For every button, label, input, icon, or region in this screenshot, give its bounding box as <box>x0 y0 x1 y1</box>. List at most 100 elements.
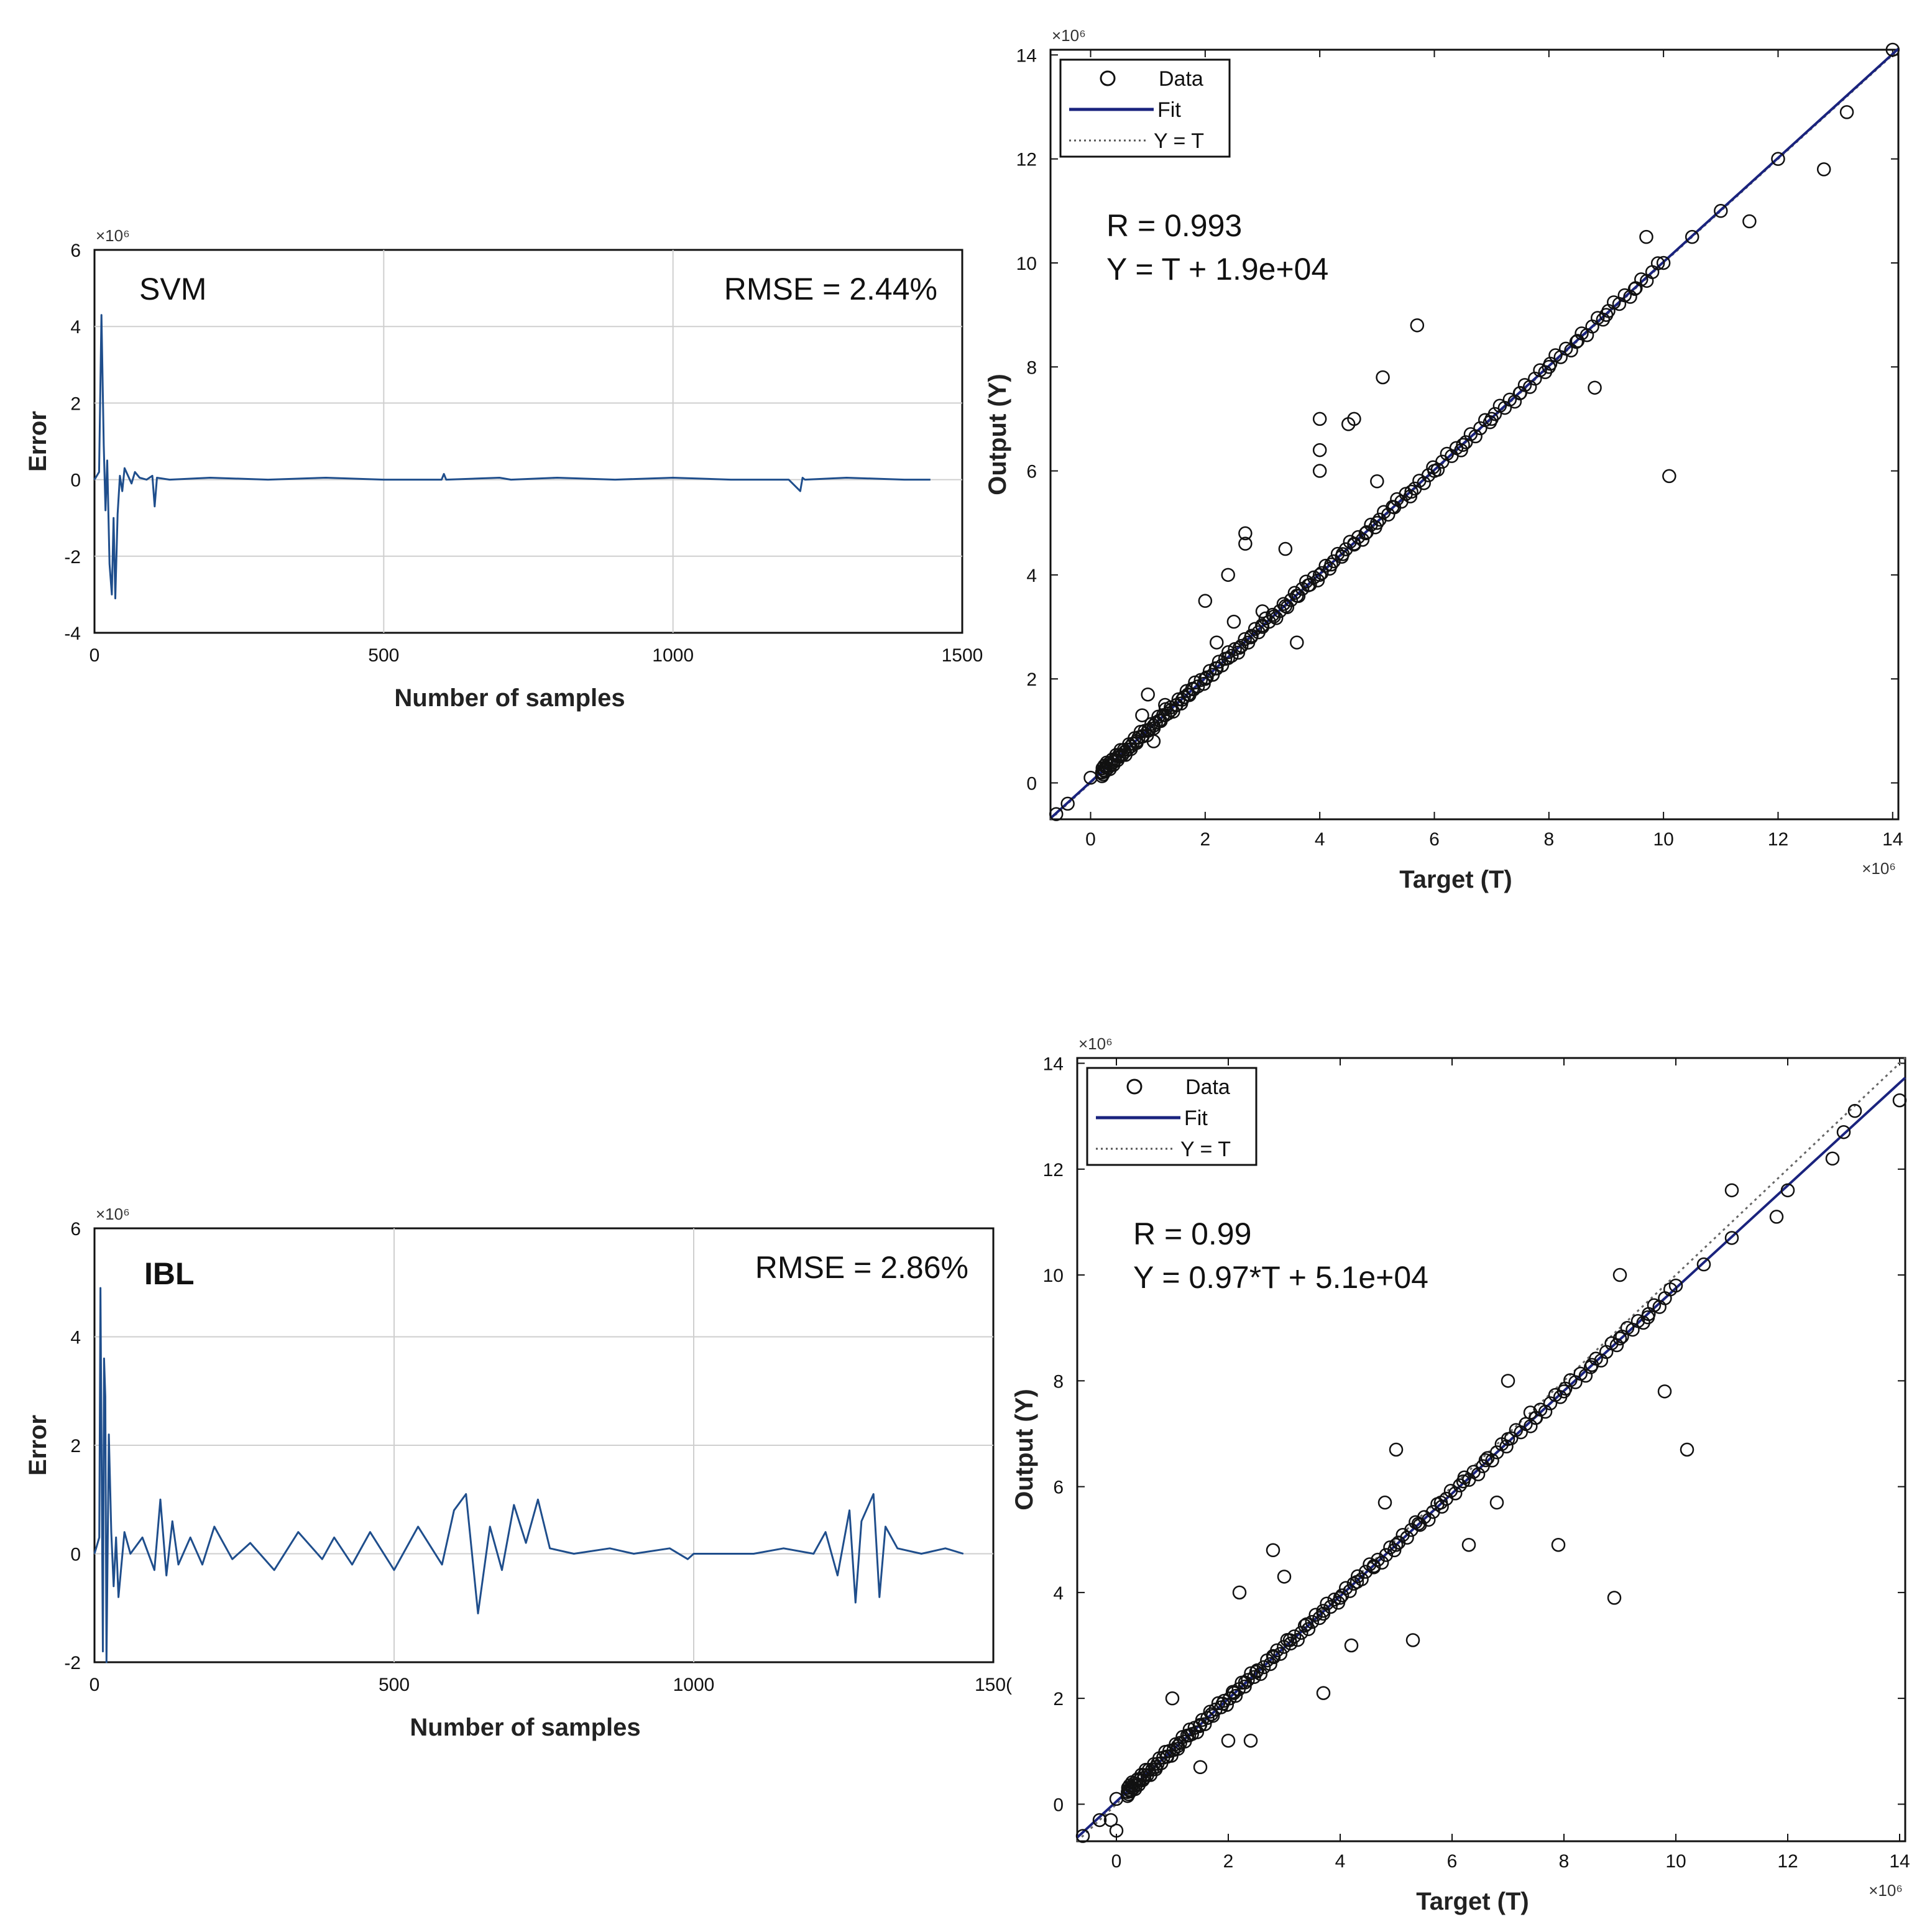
r-annotation: R = 0.99 <box>1133 1217 1251 1251</box>
data-point <box>1514 1425 1528 1440</box>
data-point <box>1376 370 1390 385</box>
y-tick-label: 2 <box>70 1436 81 1456</box>
y-tick-label: 14 <box>1016 45 1037 66</box>
data-point <box>1331 1596 1346 1610</box>
data-point <box>1650 256 1665 270</box>
data-point <box>1405 1633 1420 1647</box>
data-point <box>1312 443 1327 458</box>
y-tick-label: -2 <box>64 547 81 568</box>
data-point <box>1316 1604 1330 1618</box>
data-point <box>1215 658 1230 673</box>
data-point <box>1210 635 1224 650</box>
y-tick-label: 12 <box>1016 150 1037 170</box>
data-point <box>1262 614 1276 629</box>
data-point <box>1528 1410 1543 1425</box>
data-point <box>1266 1650 1281 1665</box>
data-point <box>1220 1698 1235 1712</box>
x-tick-label: 2 <box>1223 1851 1234 1872</box>
data-point <box>1381 507 1396 522</box>
data-point <box>1208 661 1223 676</box>
data-point <box>1662 469 1676 484</box>
data-point <box>1338 542 1353 556</box>
y-multiplier: ×10⁶ <box>1052 26 1086 45</box>
data-point <box>1258 611 1273 626</box>
data-point <box>1454 443 1468 458</box>
data-point <box>1146 721 1161 736</box>
data-point <box>1485 1453 1499 1468</box>
data-point <box>1136 1773 1150 1787</box>
data-point <box>1310 573 1325 587</box>
data-point <box>1327 1592 1341 1607</box>
data-point <box>1612 1331 1627 1346</box>
data-point <box>1370 474 1384 489</box>
x-tick-label: 12 <box>1777 1851 1798 1872</box>
data-point <box>1218 651 1233 666</box>
data-point <box>1347 412 1361 426</box>
error-chart-2: 0 500 1000 150(-2 0 2 4 6 ×10⁶ Number of samples E… <box>24 1205 1012 1741</box>
data-point <box>1291 589 1306 604</box>
data-point <box>1346 1576 1361 1591</box>
data-point <box>1255 604 1270 619</box>
data-point <box>1212 655 1226 669</box>
data-point <box>1135 708 1149 722</box>
equation-annotation: Y = T + 1.9e+04 <box>1106 252 1328 287</box>
y-tick-label: 2 <box>1026 669 1037 690</box>
data-point <box>1501 1374 1515 1388</box>
data-point <box>1260 1653 1274 1668</box>
data-point <box>1354 1572 1369 1586</box>
data-point <box>1092 1813 1107 1828</box>
legend-label-identity: Y = T <box>1154 129 1204 153</box>
y-tick-label: -2 <box>64 1653 81 1673</box>
data-point <box>1301 1622 1316 1636</box>
data-point <box>1103 1813 1118 1828</box>
x-tick-label: 10 <box>1653 829 1673 850</box>
x-tick-label: 6 <box>1429 829 1440 850</box>
legend-label-data: Data <box>1159 67 1203 91</box>
legend-label-identity: Y = T <box>1180 1138 1231 1161</box>
legend-marker-data <box>1100 70 1116 86</box>
data-point <box>1400 1530 1414 1545</box>
data-point <box>1368 520 1382 535</box>
data-point <box>1256 1660 1271 1675</box>
equation-annotation: Y = 0.97*T + 5.1e+04 <box>1133 1260 1428 1295</box>
data-point <box>1523 1405 1538 1420</box>
data-point <box>1278 541 1293 556</box>
data-point <box>1724 1231 1739 1245</box>
r-annotation: R = 0.993 <box>1106 208 1242 243</box>
data-point <box>1241 1673 1255 1687</box>
data-point <box>1154 714 1168 729</box>
data-point <box>1347 537 1361 552</box>
data-point <box>1280 1632 1295 1647</box>
y-axis-label: Error <box>24 411 52 472</box>
data-point <box>1885 42 1900 57</box>
data-point <box>1468 429 1483 444</box>
y-tick-label: 8 <box>1053 1371 1064 1392</box>
data-point <box>1377 1495 1392 1510</box>
data-point <box>1277 1640 1291 1654</box>
data-point <box>1663 1282 1678 1297</box>
y-tick-label: 0 <box>1026 773 1037 794</box>
y-multiplier: ×10⁶ <box>96 1205 130 1223</box>
data-point <box>1266 1543 1281 1558</box>
data-point <box>1294 1626 1308 1640</box>
data-point <box>1379 1548 1394 1562</box>
x-axis-label: Number of samples <box>394 684 625 712</box>
x-tick-label: 6 <box>1447 1851 1458 1872</box>
data-point <box>1391 1535 1406 1550</box>
x-axis-label: Target (T) <box>1399 866 1512 893</box>
data-point <box>1318 558 1333 573</box>
data-point <box>1657 1384 1672 1399</box>
data-point <box>1344 1638 1359 1653</box>
data-point <box>1287 1629 1302 1644</box>
data-point <box>1685 229 1699 244</box>
data-point <box>1226 614 1241 629</box>
rmse-annotation: RMSE = 2.44% <box>724 272 937 306</box>
x-tick-label: 14 <box>1889 1851 1910 1872</box>
x-axis-label: Target (T) <box>1416 1888 1529 1915</box>
data-point <box>1417 476 1431 490</box>
data-point <box>1266 607 1280 622</box>
data-point <box>1825 1151 1840 1166</box>
data-point <box>1771 152 1785 166</box>
y-tick-label: 0 <box>70 1545 81 1565</box>
data-point <box>1232 1585 1247 1600</box>
